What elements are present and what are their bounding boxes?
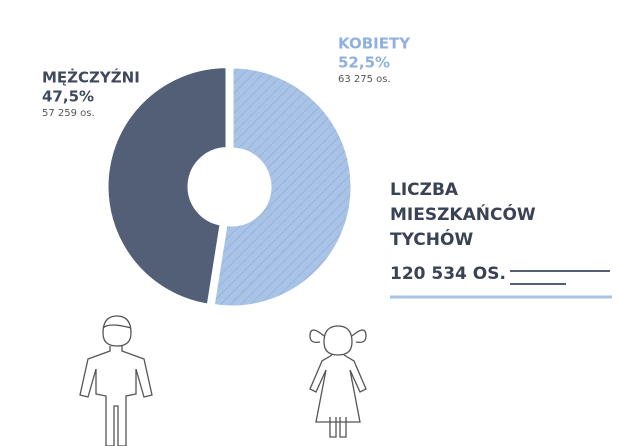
chart-title: LICZBA MIESZKAŃCÓW TYCHÓW	[390, 180, 536, 250]
donut-slice	[105, 65, 229, 307]
boy-icon	[79, 315, 153, 446]
total-label: 120 534 OS.	[390, 264, 506, 284]
girl-icon	[309, 325, 367, 438]
donut-slice	[211, 65, 354, 309]
value-label: 47,5%	[42, 88, 94, 106]
value-label: 52,5%	[338, 54, 390, 72]
count-label: 57 259 os.	[42, 108, 95, 119]
count-label: 63 275 os.	[338, 74, 391, 85]
category-label: KOBIETY	[338, 35, 411, 53]
category-label: MĘŻCZYŹNI	[42, 68, 140, 87]
